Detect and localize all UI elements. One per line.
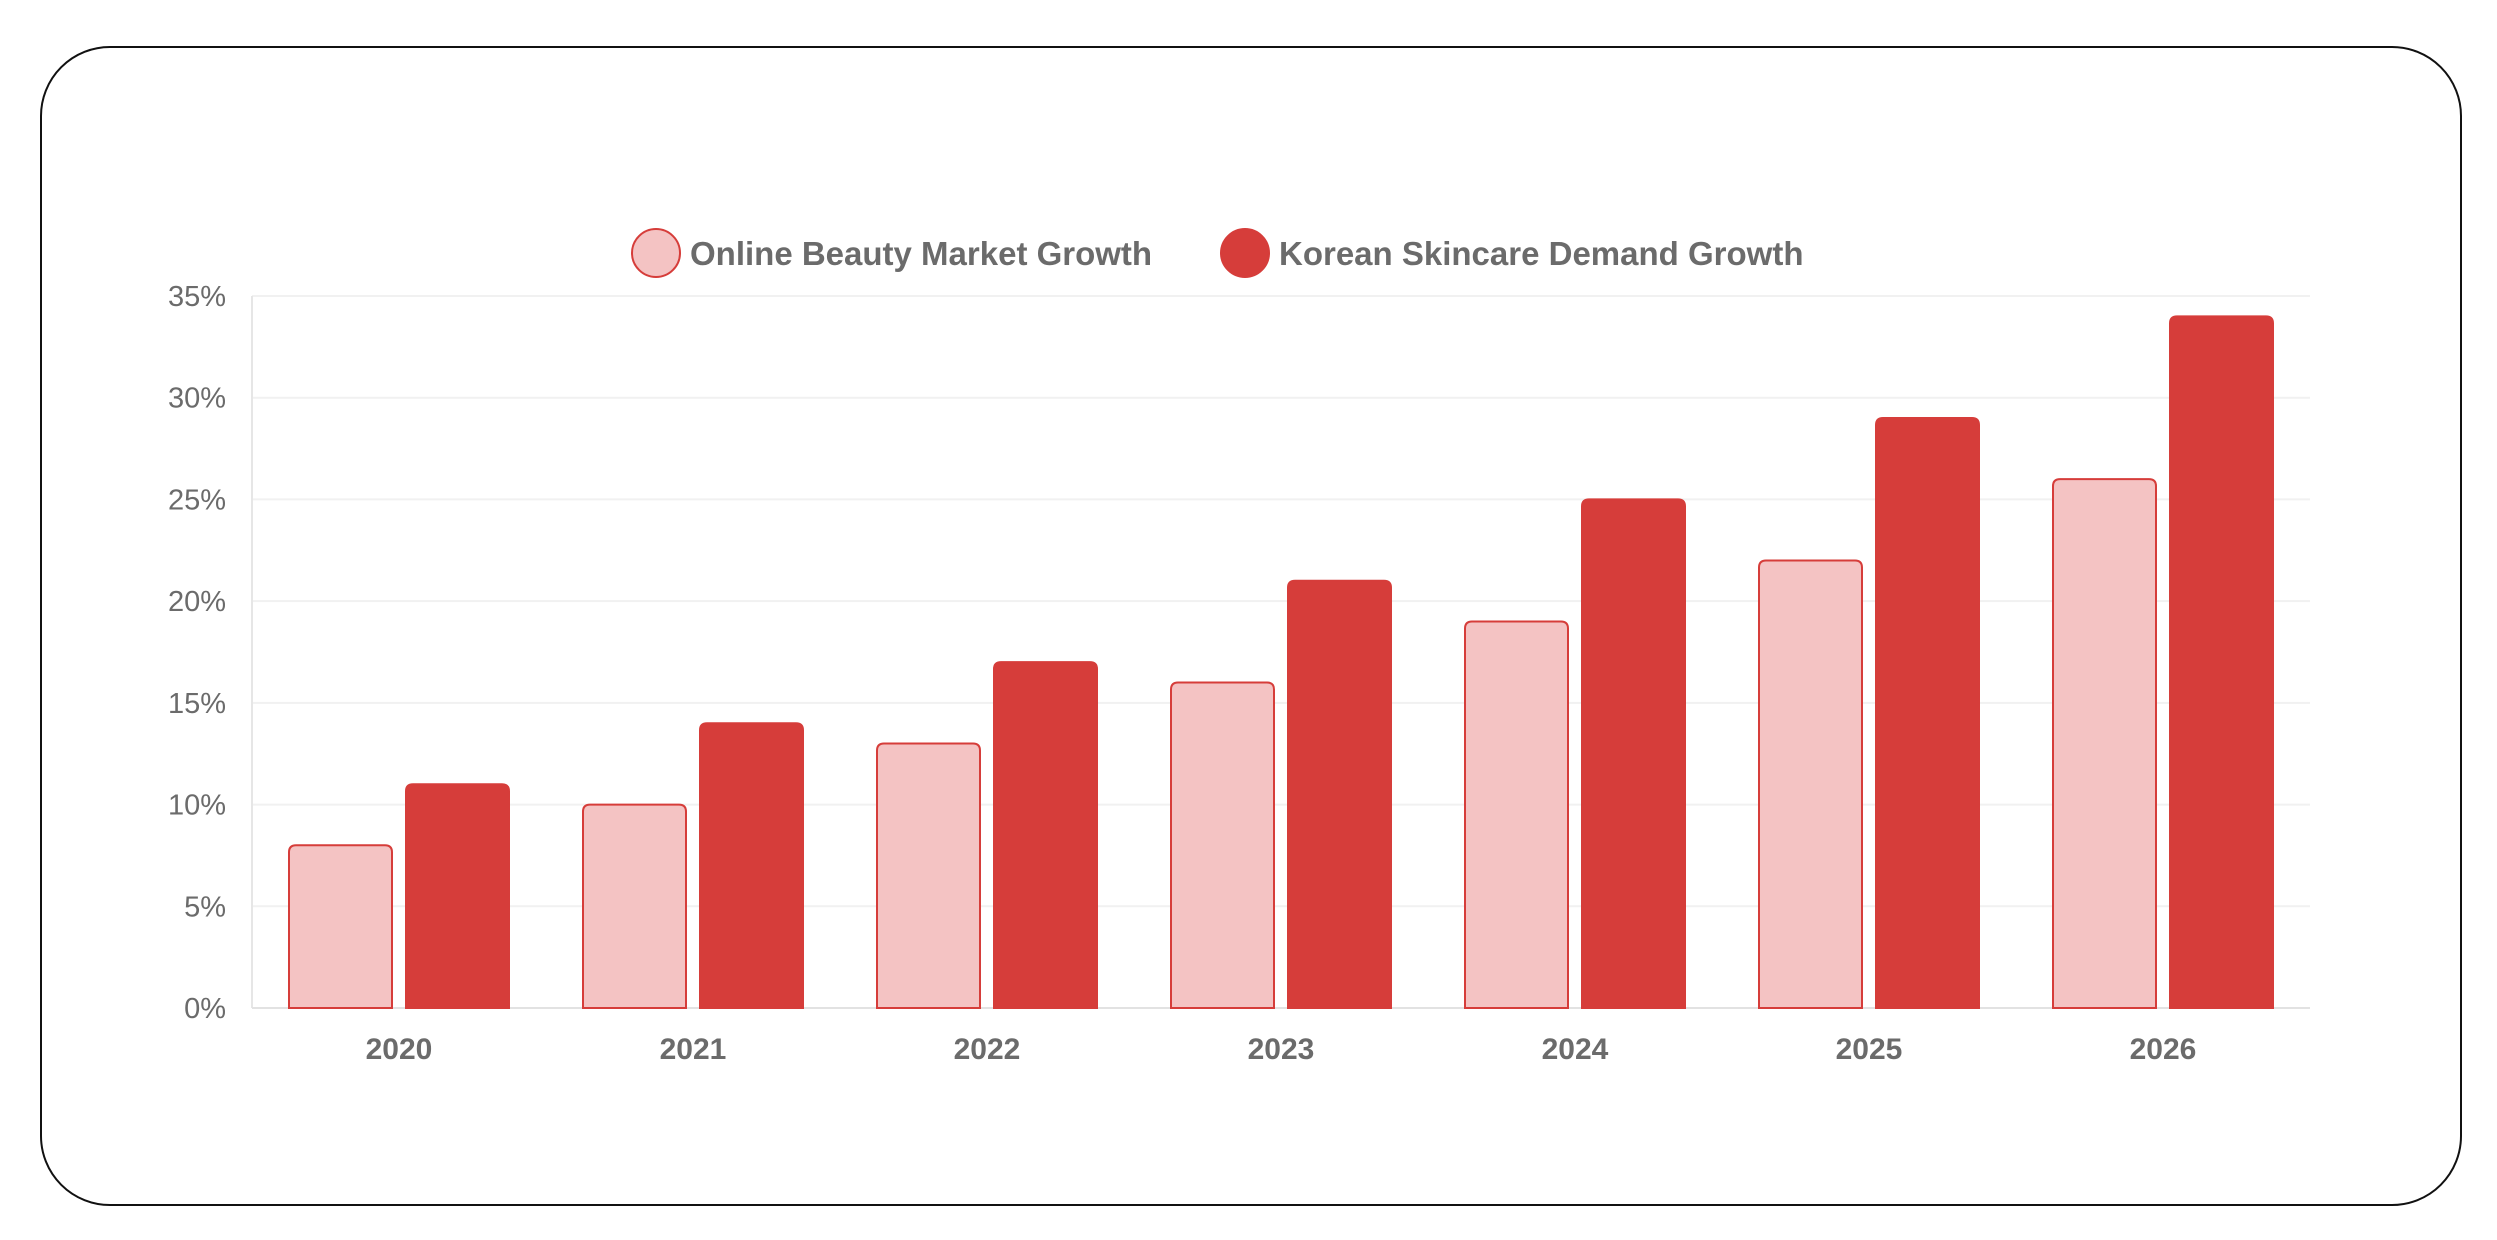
x-tick-label: 2026 — [2130, 1033, 2197, 1066]
x-tick-label: 2024 — [1542, 1033, 1609, 1066]
y-tick-label: 20% — [168, 586, 226, 618]
y-tick-label: 30% — [168, 383, 226, 415]
y-tick-label: 15% — [168, 688, 226, 720]
bar-online-beauty-2022[interactable] — [876, 742, 981, 1009]
y-tick-label: 25% — [168, 484, 226, 516]
y-tick-label: 0% — [184, 993, 226, 1025]
bar-korean-skincare-2023[interactable] — [1287, 579, 1392, 1009]
legend[interactable]: Online Beauty Market Growth Korean Skinca… — [631, 228, 1803, 278]
legend-swatch — [1220, 228, 1270, 278]
y-tick-label: 10% — [168, 790, 226, 822]
gridlines — [252, 295, 2310, 908]
bar-korean-skincare-2022[interactable] — [993, 661, 1098, 1009]
x-tick-label: 2022 — [954, 1033, 1021, 1066]
bar-online-beauty-2023[interactable] — [1170, 681, 1275, 1009]
legend-label: Online Beauty Market Growth — [690, 235, 1152, 272]
bar-online-beauty-2025[interactable] — [1758, 559, 1863, 1009]
bar-online-beauty-2021[interactable] — [582, 803, 687, 1009]
bar-online-beauty-2024[interactable] — [1464, 620, 1569, 1009]
legend-item-korean-skincare[interactable]: Korean Skincare Demand Growth — [1220, 228, 1803, 278]
bar-korean-skincare-2026[interactable] — [2169, 315, 2274, 1009]
axis-labels: 0% 5% 10% 15% 20% 25% 30% 35% 2020 2021 2022 2023 20… — [168, 281, 2196, 1066]
legend-swatch — [631, 228, 681, 278]
bar-korean-skincare-2025[interactable] — [1875, 417, 1980, 1009]
bar-korean-skincare-2024[interactable] — [1581, 498, 1686, 1009]
bar-online-beauty-2026[interactable] — [2052, 478, 2157, 1009]
x-tick-label: 2025 — [1836, 1033, 1903, 1066]
bar-korean-skincare-2020[interactable] — [405, 783, 510, 1009]
axes — [251, 296, 2310, 1009]
legend-item-online-beauty[interactable]: Online Beauty Market Growth — [631, 228, 1152, 278]
y-tick-label: 5% — [184, 891, 226, 923]
legend-label: Korean Skincare Demand Growth — [1279, 235, 1803, 272]
bar-online-beauty-2020[interactable] — [288, 844, 393, 1009]
y-tick-label: 35% — [168, 281, 226, 313]
x-tick-label: 2023 — [1248, 1033, 1315, 1066]
x-tick-label: 2020 — [366, 1033, 433, 1066]
bars — [288, 315, 2274, 1009]
x-tick-label: 2021 — [660, 1033, 727, 1066]
bar-korean-skincare-2021[interactable] — [699, 722, 804, 1009]
